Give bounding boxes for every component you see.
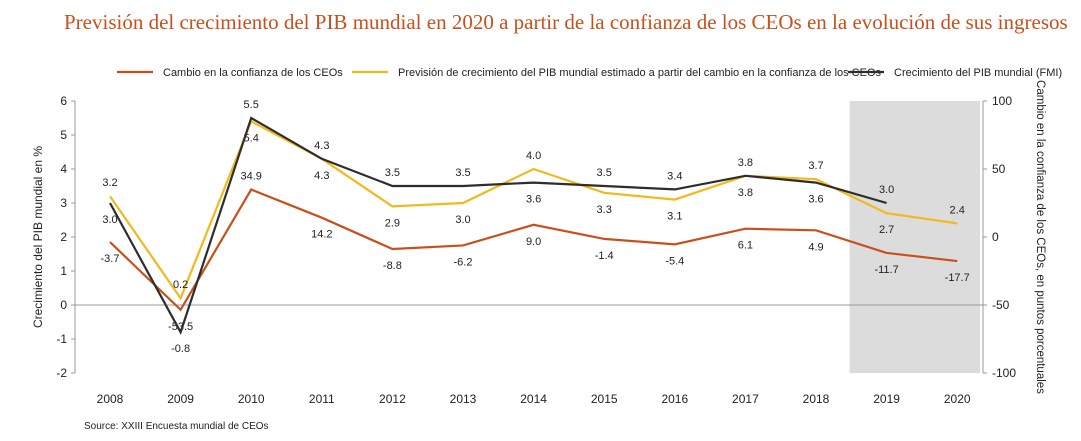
y2-tick-label: 100 <box>992 94 1012 108</box>
y-tick-label: -1 <box>56 332 67 346</box>
data-label: 2.7 <box>879 224 894 236</box>
y2-tick-label: -100 <box>992 366 1016 380</box>
data-label: 9.0 <box>526 236 541 248</box>
x-tick-label: 2014 <box>520 392 547 406</box>
y-tick-label: 5 <box>60 128 67 142</box>
data-label: 3.6 <box>526 194 541 206</box>
x-tick-label: 2016 <box>661 392 688 406</box>
x-tick-label: 2010 <box>238 392 265 406</box>
data-label: 3.5 <box>455 167 470 179</box>
data-label: 4.0 <box>526 150 541 162</box>
y-tick-label: 1 <box>60 264 67 278</box>
y-tick-label: 0 <box>60 298 67 312</box>
data-label: 3.0 <box>879 184 894 196</box>
series-line-0 <box>109 188 958 312</box>
y2-tick-label: 0 <box>992 230 999 244</box>
data-label: 3.0 <box>455 214 470 226</box>
data-label: 3.8 <box>738 157 753 169</box>
x-tick-label: 2011 <box>309 392 335 406</box>
data-label: -11.7 <box>874 264 898 276</box>
data-label: 3.6 <box>808 194 823 206</box>
data-label: 34.9 <box>240 171 261 183</box>
data-label: -8.8 <box>383 260 402 272</box>
y2-axis-label: Cambio en la confianza de los CEOs, en p… <box>1034 80 1046 394</box>
x-tick-label: 2008 <box>97 392 124 406</box>
x-tick-label: 2013 <box>450 392 477 406</box>
series-line-2 <box>109 116 887 335</box>
data-label: 3.4 <box>667 170 682 182</box>
data-label: -3.7 <box>101 253 120 265</box>
data-label: 3.5 <box>385 167 400 179</box>
data-label: -1.4 <box>595 250 614 262</box>
x-tick-label: 2020 <box>944 392 971 406</box>
data-label: 4.3 <box>314 170 329 182</box>
forecast-shaded-region <box>849 101 980 373</box>
data-label: 3.0 <box>102 214 117 226</box>
x-tick-label: 2017 <box>732 392 759 406</box>
data-label: 2.9 <box>385 217 400 229</box>
y-tick-label: 2 <box>60 230 67 244</box>
x-tick-label: 2009 <box>167 392 194 406</box>
data-label: -5.4 <box>665 255 684 267</box>
legend-label: Previsión de crecimiento del PIB mundial… <box>398 67 882 79</box>
x-tick-label: 2015 <box>591 392 618 406</box>
data-label: 5.5 <box>244 99 259 111</box>
data-label: 4.3 <box>314 140 329 152</box>
legend-label: Crecimiento del PIB mundial (FMI) <box>894 67 1062 79</box>
y-tick-label: 3 <box>60 196 67 210</box>
data-label: -6.2 <box>454 256 473 268</box>
data-label: 3.7 <box>808 160 823 172</box>
chart-title: Previsión del crecimiento del PIB mundia… <box>64 10 1068 34</box>
legend-label: Cambio en la confianza de los CEOs <box>163 67 343 79</box>
data-label: 3.2 <box>102 177 117 189</box>
data-label: 3.8 <box>738 187 753 199</box>
data-label: 0.2 <box>173 279 188 291</box>
data-label: 5.4 <box>244 132 259 144</box>
data-label: 3.1 <box>667 211 682 223</box>
data-label: -0.8 <box>171 343 190 355</box>
x-tick-label: 2019 <box>873 392 900 406</box>
y2-tick-label: -50 <box>992 298 1010 312</box>
data-label: 4.9 <box>808 241 823 253</box>
data-label: -53.5 <box>168 321 193 333</box>
x-tick-label: 2018 <box>803 392 830 406</box>
y-axis-label: Crecimiento del PIB mundial en % <box>31 146 45 328</box>
data-label: 14.2 <box>311 229 332 241</box>
y-tick-label: -2 <box>56 366 67 380</box>
x-tick-label: 2012 <box>379 392 406 406</box>
y-tick-label: 4 <box>60 162 67 176</box>
y-tick-label: 6 <box>60 94 67 108</box>
data-label: -17.7 <box>945 272 970 284</box>
data-label: 3.3 <box>597 204 612 216</box>
data-label: 3.5 <box>597 167 612 179</box>
y2-tick-label: 50 <box>992 162 1006 176</box>
source-note: Source: XXIII Encuesta mundial de CEOs <box>84 421 269 432</box>
data-label: 6.1 <box>738 240 753 252</box>
data-label: 2.4 <box>950 204 965 216</box>
series-line-1 <box>109 119 958 301</box>
